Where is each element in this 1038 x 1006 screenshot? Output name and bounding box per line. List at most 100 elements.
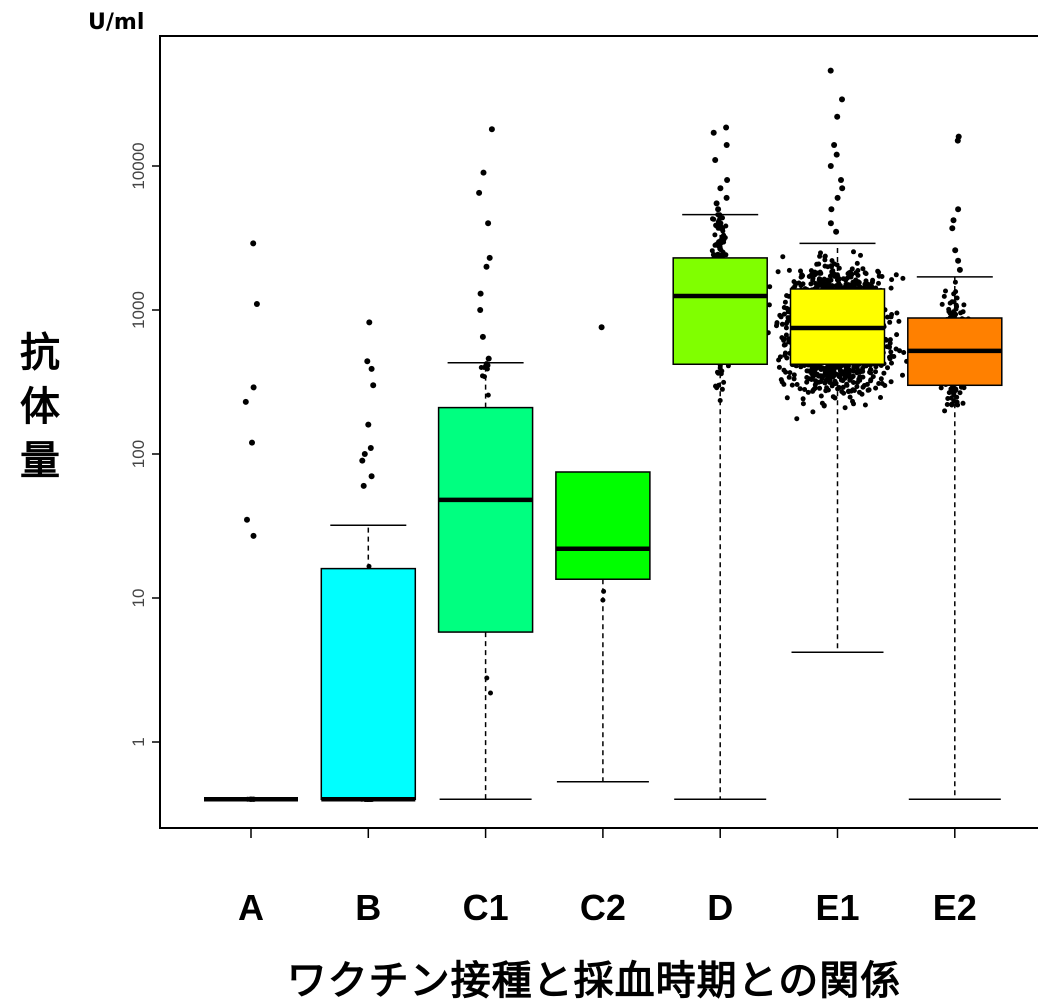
data-point bbox=[888, 285, 894, 291]
data-point bbox=[850, 387, 856, 393]
data-point bbox=[814, 270, 820, 276]
data-point bbox=[891, 354, 897, 359]
data-point bbox=[804, 375, 810, 380]
data-point bbox=[781, 367, 787, 373]
data-point bbox=[873, 385, 879, 391]
data-point bbox=[782, 342, 788, 348]
data-point bbox=[816, 261, 822, 267]
data-point bbox=[821, 276, 827, 282]
data-point bbox=[814, 365, 820, 371]
outlier-point bbox=[485, 220, 492, 227]
data-point bbox=[868, 377, 874, 383]
y-tick-label: 1 bbox=[129, 737, 148, 746]
data-point bbox=[775, 269, 781, 275]
data-point bbox=[856, 281, 861, 287]
data-point bbox=[878, 376, 884, 382]
outlier-point bbox=[250, 384, 257, 391]
outlier-point bbox=[361, 451, 368, 457]
data-point bbox=[778, 377, 784, 383]
data-point bbox=[900, 372, 905, 378]
data-point bbox=[789, 382, 795, 388]
outlier-point bbox=[723, 124, 730, 131]
data-point bbox=[817, 385, 823, 391]
outlier-point bbox=[950, 217, 957, 224]
data-point bbox=[855, 368, 861, 373]
data-point bbox=[818, 393, 824, 399]
data-point bbox=[843, 281, 849, 287]
outlier-point bbox=[723, 142, 730, 148]
data-point bbox=[488, 690, 493, 696]
data-point bbox=[873, 369, 878, 375]
data-point bbox=[821, 402, 827, 408]
data-point bbox=[860, 266, 866, 272]
data-point bbox=[885, 365, 890, 371]
data-point bbox=[800, 401, 806, 407]
data-point bbox=[818, 250, 823, 256]
data-point bbox=[825, 365, 831, 371]
data-point bbox=[720, 228, 726, 234]
data-point bbox=[822, 253, 828, 259]
x-axis: A B C1 C2 D E1 E2 bbox=[238, 828, 977, 928]
outlier-point bbox=[366, 319, 373, 326]
x-tick-label: E1 bbox=[815, 887, 859, 928]
x-tick-label: C2 bbox=[580, 887, 626, 928]
outlier-point bbox=[250, 532, 257, 539]
outlier-point bbox=[253, 301, 260, 307]
data-point bbox=[794, 382, 800, 387]
data-point bbox=[894, 310, 900, 316]
outlier-point bbox=[838, 177, 844, 183]
data-point bbox=[822, 263, 828, 269]
data-point bbox=[767, 284, 773, 290]
data-point bbox=[806, 274, 812, 279]
data-point bbox=[846, 389, 851, 395]
outlier-point bbox=[827, 67, 834, 74]
data-point bbox=[870, 277, 876, 283]
data-point bbox=[816, 282, 822, 288]
data-point bbox=[816, 373, 822, 379]
data-point bbox=[946, 309, 952, 314]
outlier-point bbox=[367, 445, 374, 451]
data-point bbox=[828, 277, 834, 283]
data-point bbox=[947, 300, 953, 306]
outlier-point bbox=[244, 516, 250, 523]
outlier-point bbox=[834, 113, 841, 120]
outlier-point bbox=[834, 194, 841, 201]
data-point bbox=[860, 384, 866, 390]
outlier-point bbox=[360, 482, 367, 489]
data-point bbox=[808, 281, 814, 287]
data-point bbox=[784, 395, 790, 401]
outlier-point bbox=[598, 324, 605, 331]
data-point bbox=[876, 273, 882, 279]
data-point bbox=[882, 383, 888, 388]
outlier-point bbox=[250, 240, 257, 247]
data-point bbox=[896, 318, 902, 324]
outlier-point bbox=[480, 169, 487, 176]
outlier-point bbox=[955, 257, 962, 264]
data-point bbox=[781, 337, 787, 343]
data-point bbox=[800, 281, 806, 287]
data-point bbox=[851, 249, 856, 255]
data-point bbox=[869, 283, 874, 289]
y-axis-title: 抗 体 量 bbox=[10, 326, 70, 488]
data-point bbox=[811, 386, 817, 392]
y-tick-label: 100 bbox=[129, 440, 148, 468]
outlier-point bbox=[839, 96, 845, 103]
data-point bbox=[806, 368, 812, 374]
data-point bbox=[957, 390, 963, 396]
data-point bbox=[709, 248, 715, 254]
data-point bbox=[766, 302, 772, 308]
data-point bbox=[944, 402, 950, 407]
data-point bbox=[939, 301, 945, 307]
data-point bbox=[798, 268, 803, 274]
outlier-point bbox=[365, 421, 372, 428]
data-point bbox=[485, 392, 491, 398]
data-point bbox=[827, 380, 833, 385]
data-point bbox=[721, 379, 727, 385]
data-point bbox=[843, 277, 849, 283]
data-point bbox=[779, 321, 785, 327]
data-point bbox=[829, 269, 835, 275]
data-point bbox=[791, 372, 797, 378]
data-point bbox=[859, 391, 865, 397]
outlier-point bbox=[368, 473, 375, 480]
data-point bbox=[955, 402, 961, 408]
